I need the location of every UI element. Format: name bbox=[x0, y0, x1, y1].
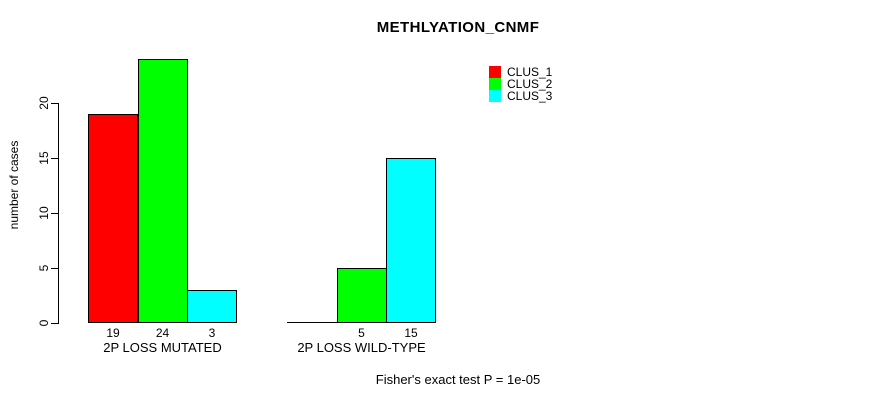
y-tick-label: 20 bbox=[37, 96, 51, 110]
footnote-fisher-test: Fisher's exact test P = 1e-05 bbox=[375, 372, 541, 387]
legend-item-clus_3: CLUS_3 bbox=[489, 90, 552, 102]
y-tick-mark bbox=[51, 268, 58, 269]
bar-clus_2-2p-loss-mutated bbox=[137, 59, 188, 323]
legend-swatch-clus_3 bbox=[489, 90, 501, 102]
y-tick-label: 15 bbox=[37, 151, 51, 165]
bar-value-label-clus_1-2p-loss-mutated: 19 bbox=[106, 326, 120, 340]
legend-label-clus_2: CLUS_2 bbox=[507, 77, 553, 91]
bar-clus_1-2p-loss-mutated bbox=[88, 114, 138, 323]
bar-clus_3-2p-loss-wild-type bbox=[386, 158, 436, 323]
legend-swatch-clus_1 bbox=[489, 66, 501, 78]
y-tick-label: 10 bbox=[37, 206, 51, 220]
y-tick-mark bbox=[51, 103, 58, 104]
bar-value-label-clus_3-2p-loss-mutated: 3 bbox=[208, 326, 216, 340]
legend-label-clus_1: CLUS_1 bbox=[507, 65, 553, 79]
y-tick-label: 0 bbox=[37, 319, 51, 327]
y-axis-title: number of cases bbox=[7, 140, 21, 230]
chart-title: METHLYATION_CNMF bbox=[376, 19, 540, 36]
legend: CLUS_1 CLUS_2 CLUS_3 bbox=[489, 66, 552, 102]
bar-clus_3-2p-loss-mutated bbox=[187, 290, 237, 323]
y-tick-mark bbox=[51, 213, 58, 214]
bar-value-label-clus_2-2p-loss-wild-type: 5 bbox=[358, 326, 365, 340]
category-label-2p-loss-mutated: 2P LOSS MUTATED bbox=[103, 340, 222, 355]
legend-swatch-clus_2 bbox=[489, 78, 501, 90]
bar-clus_2-2p-loss-wild-type bbox=[336, 268, 387, 323]
bar-value-label-clus_3-2p-loss-wild-type: 15 bbox=[404, 326, 418, 340]
legend-item-clus_1: CLUS_1 bbox=[489, 66, 552, 78]
y-axis-line bbox=[58, 103, 59, 324]
y-tick-label: 5 bbox=[37, 264, 51, 272]
category-label-2p-loss-wild-type: 2P LOSS WILD-TYPE bbox=[297, 340, 426, 355]
legend-label-clus_3: CLUS_3 bbox=[507, 89, 553, 103]
bar-clus_1-2p-loss-wild-type bbox=[287, 322, 337, 323]
y-tick-mark bbox=[51, 323, 58, 324]
bar-value-label-clus_2-2p-loss-mutated: 24 bbox=[155, 326, 170, 340]
legend-item-clus_2: CLUS_2 bbox=[489, 78, 552, 90]
y-tick-mark bbox=[51, 158, 58, 159]
